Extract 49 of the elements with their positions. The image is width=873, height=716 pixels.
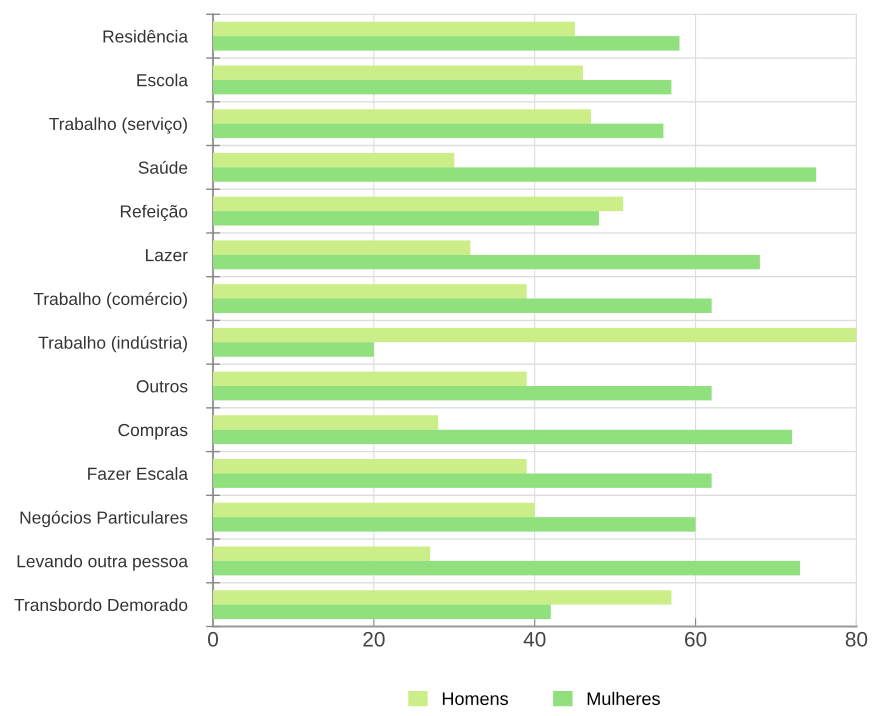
bar: [213, 430, 792, 444]
bar: [213, 604, 551, 620]
legend-label: Homens: [442, 692, 508, 706]
bar: [213, 22, 575, 36]
bar: [213, 36, 680, 51]
y-tick-label: Transbordo Demorado: [14, 598, 188, 612]
y-tick-label: Refeição: [120, 204, 188, 222]
x-tick-label: 80: [846, 632, 868, 647]
y-tick-label: Outros: [136, 380, 188, 392]
y-tick-label: Trabalho (comércio): [34, 292, 187, 309]
y-tick-label: Lazer: [146, 249, 188, 262]
bar: [213, 152, 454, 168]
x-tick-label: 60: [685, 632, 706, 647]
bar: [213, 80, 672, 94]
bar: [213, 254, 760, 270]
y-tick-label: Trabalho (indústria): [38, 336, 187, 352]
y-tick-label: Fazer Escala: [88, 467, 188, 480]
bar: [213, 590, 672, 605]
bar: [213, 517, 696, 532]
bar: [213, 386, 712, 400]
bar: [213, 109, 592, 124]
bar: [213, 284, 527, 299]
y-tick-label: Compras: [118, 424, 188, 440]
bar: [213, 167, 816, 182]
bar: [213, 372, 527, 386]
bar: [213, 65, 583, 80]
bar: [213, 298, 712, 313]
bar: [213, 473, 712, 488]
y-tick-label: Saúde: [138, 160, 188, 174]
x-tick-label: 20: [363, 632, 385, 647]
bar: [213, 211, 600, 226]
y-tick-label: Levando outra pessoa: [18, 554, 188, 571]
bar: [213, 560, 800, 576]
x-tick-label: 0: [208, 632, 218, 647]
y-tick-label: Escola: [137, 74, 188, 86]
bar: [213, 546, 430, 561]
y-tick-label: Trabalho (serviço): [49, 117, 187, 134]
bar: [213, 328, 856, 342]
y-tick-label: Negócios Particulares: [20, 510, 188, 528]
bar: [213, 342, 374, 357]
bar: [213, 459, 527, 474]
bar: [213, 240, 470, 255]
bar: [213, 196, 624, 212]
bar: [213, 415, 438, 430]
y-tick-label: Residência: [104, 30, 188, 43]
bar: [213, 502, 535, 518]
legend-label: Mulheres: [588, 692, 660, 706]
x-tick-label: 40: [524, 632, 546, 647]
bar: [213, 124, 664, 138]
